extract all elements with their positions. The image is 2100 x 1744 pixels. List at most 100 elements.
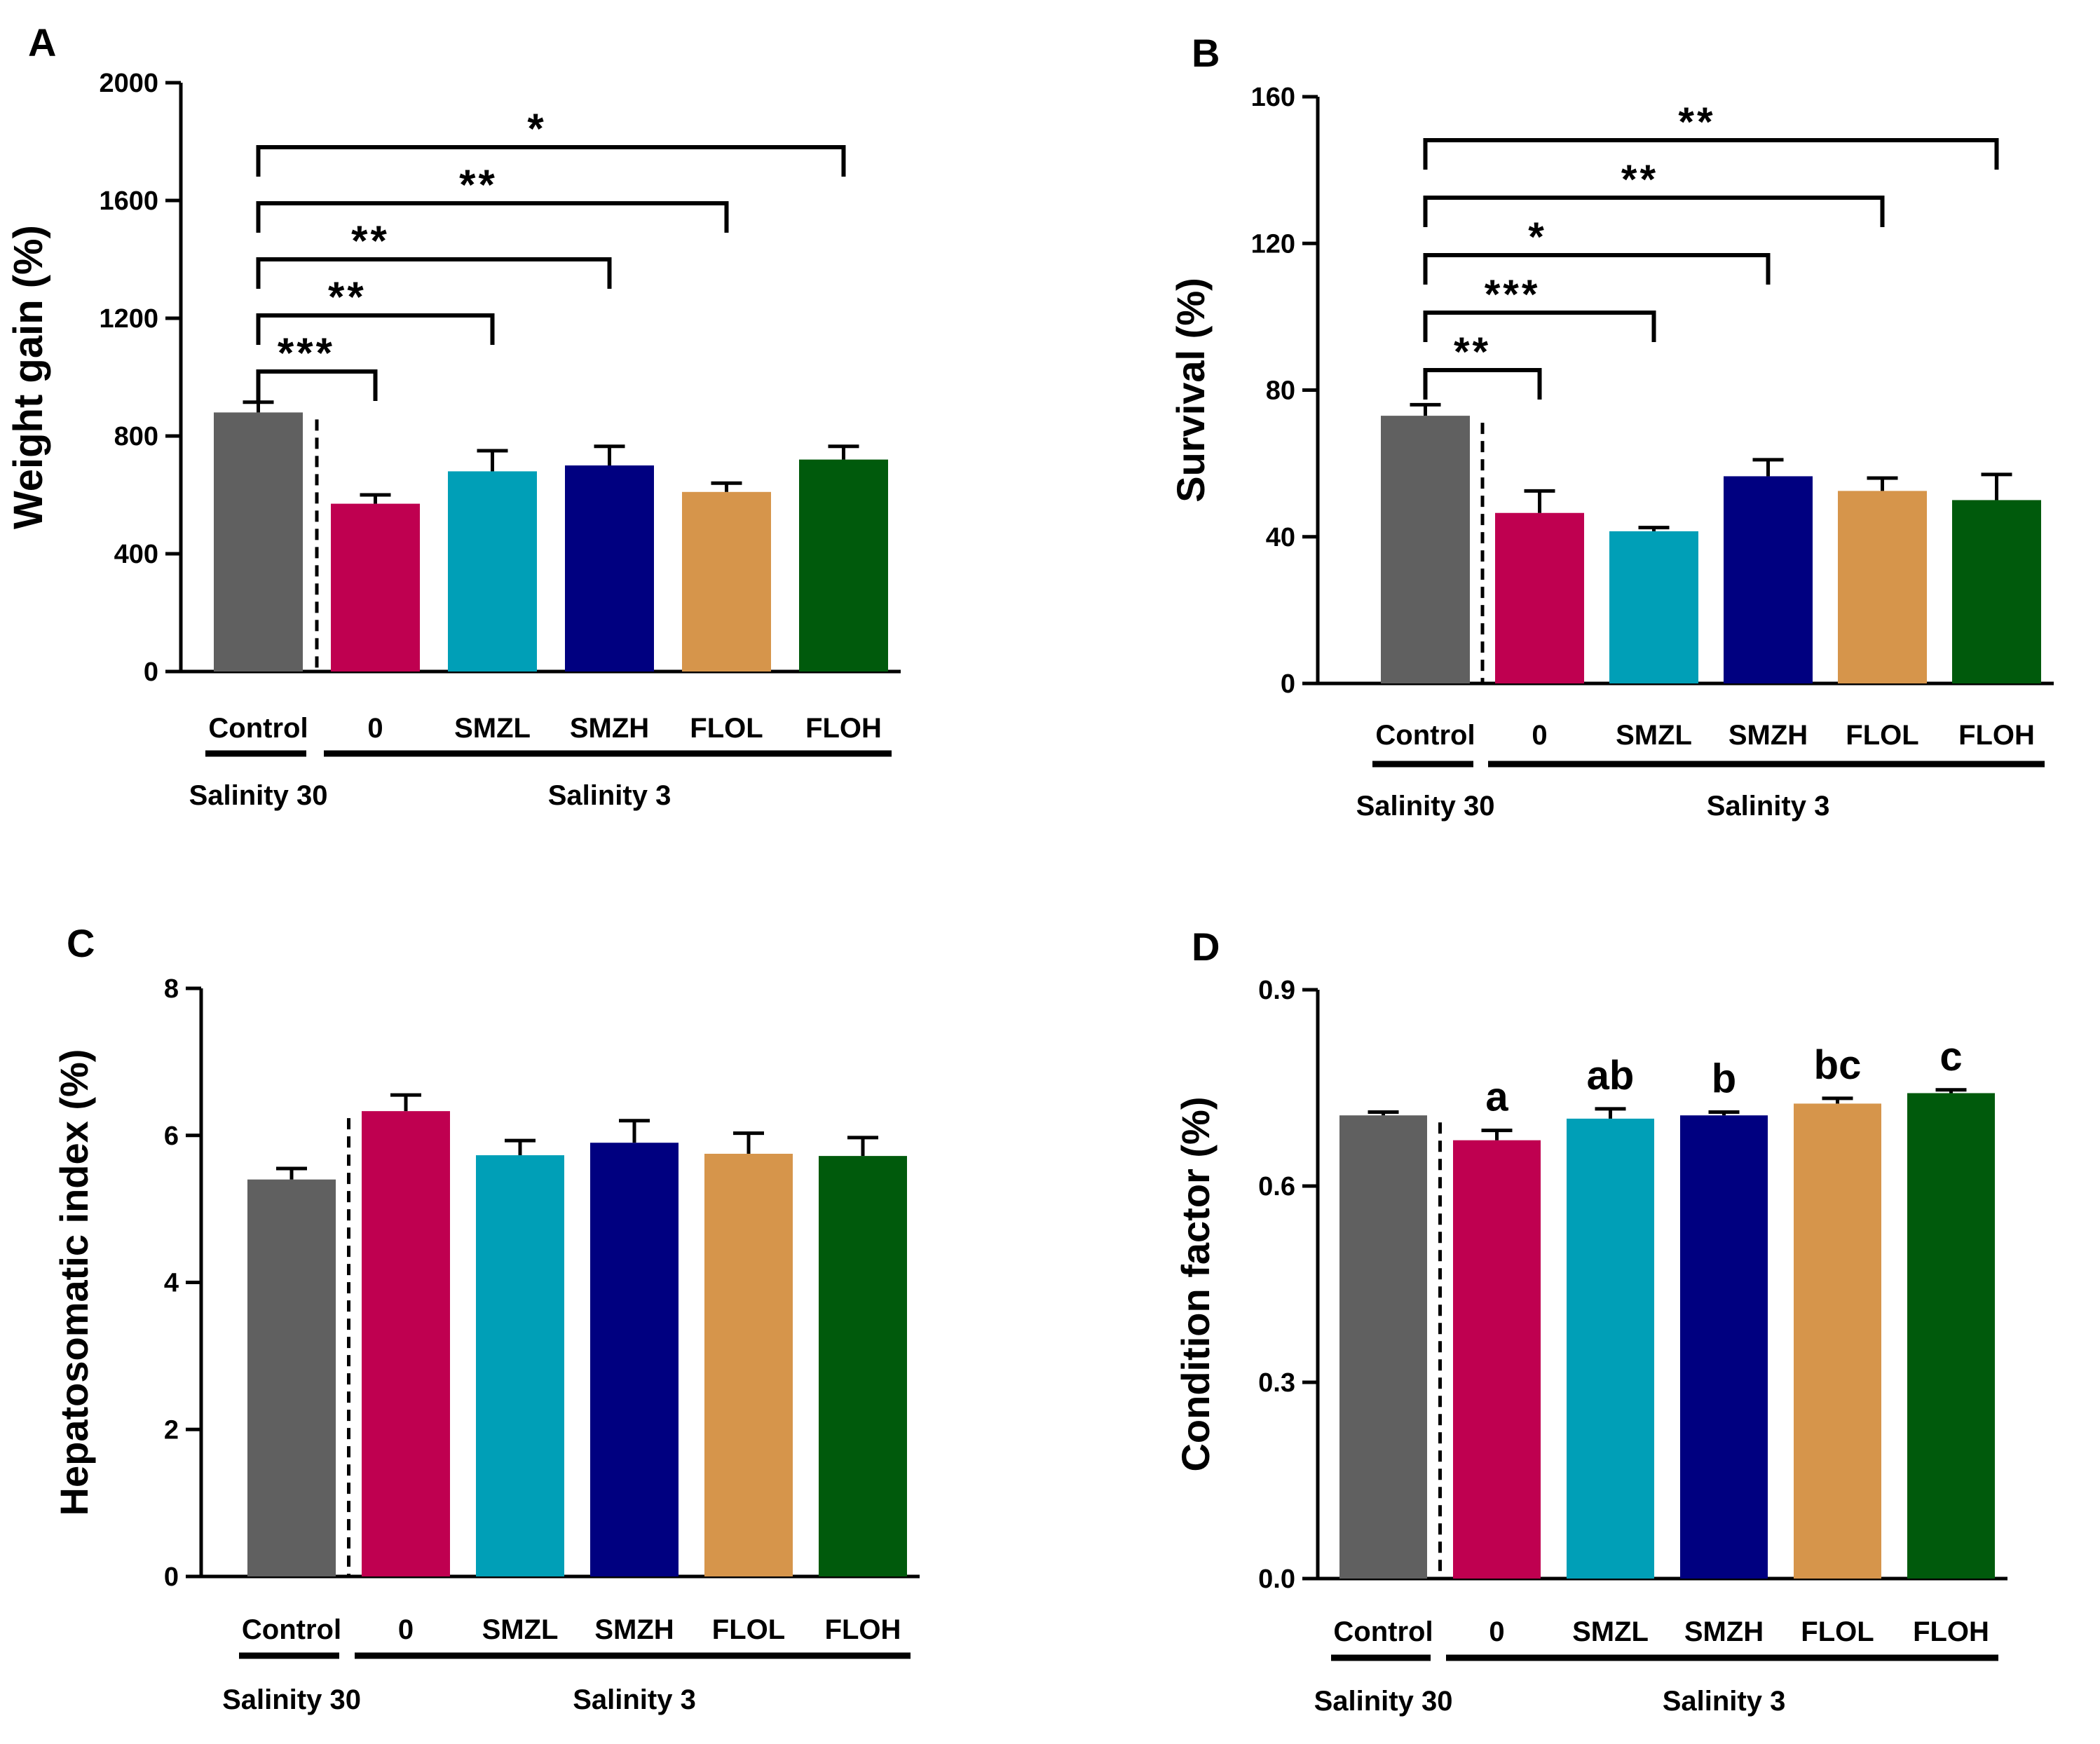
significance-letter: b: [1712, 1056, 1736, 1102]
bar-0: [1495, 512, 1584, 683]
bar-SMZL: [476, 1155, 564, 1576]
bar-SMZH: [565, 465, 654, 672]
panel-D: D 0.0 0.3 0.6 0.9 Condition factor (%) Control…: [1173, 925, 2007, 1717]
bar-SMZL: [448, 471, 537, 672]
y-tick-label: 0: [164, 1562, 179, 1592]
y-tick-label: 120: [1251, 229, 1295, 259]
significance-letter: ab: [1587, 1053, 1635, 1098]
group-label: Salinity 30: [189, 780, 328, 811]
category-label: 0: [367, 713, 383, 744]
bar-0: [362, 1111, 450, 1576]
panel-letter: D: [1192, 925, 1220, 969]
y-tick-label: 1200: [99, 304, 158, 334]
bar-Control: [214, 412, 303, 672]
significance-stars: **: [459, 161, 498, 208]
significance-bracket: [1423, 368, 1542, 400]
category-label: FLOL: [712, 1614, 785, 1645]
category-label: Control: [242, 1614, 341, 1645]
category-label: SMZL: [1616, 720, 1692, 751]
bar-FLOH: [1907, 1093, 1995, 1579]
significance-bracket: [1423, 138, 1999, 170]
category-label: FLOH: [1958, 720, 2035, 751]
significance-stars: *: [1528, 214, 1547, 260]
significance-stars: *: [527, 105, 546, 152]
y-axis-label: Condition factor (%): [1173, 1096, 1218, 1471]
panel-A: A 0 400 800 1200 1600 2000 Weight gain (%) Contr…: [6, 20, 901, 811]
category-label: FLOH: [1913, 1616, 1989, 1647]
category-label: SMZH: [594, 1614, 674, 1645]
category-label: SMZH: [1684, 1616, 1764, 1647]
y-tick-label: 0: [144, 658, 158, 687]
significance-bracket: [1423, 253, 1771, 285]
y-tick-label: 160: [1251, 83, 1295, 112]
y-tick-label: 40: [1266, 523, 1295, 552]
category-label: FLOL: [1801, 1616, 1874, 1647]
bar-SMZH: [1724, 476, 1813, 683]
bar-Control: [1339, 1115, 1427, 1579]
bar-FLOL: [704, 1153, 793, 1576]
significance-stars: **: [1454, 329, 1491, 375]
y-axis-label: Weight gain (%): [6, 225, 51, 529]
y-tick-label: 800: [114, 422, 158, 451]
category-label: SMZL: [482, 1614, 559, 1645]
group-label: Salinity 30: [1356, 791, 1495, 822]
panel-C: C 0 2 4 6 8 Hepatosomatic index (%) Control 0 SMZ…: [52, 921, 920, 1715]
group-label: Salinity 3: [1707, 791, 1830, 822]
category-label: SMZH: [570, 713, 649, 744]
significance-stars: **: [351, 217, 390, 264]
significance-bracket: [256, 313, 495, 345]
y-tick-label: 0.0: [1258, 1565, 1295, 1594]
group-label: Salinity 30: [1314, 1686, 1453, 1717]
bar-FLOH: [799, 459, 888, 672]
category-label: FLOH: [825, 1614, 901, 1645]
significance-stars: ***: [278, 329, 335, 376]
bar-FLOH: [1952, 500, 2041, 683]
y-tick-label: 1600: [99, 186, 158, 216]
panel-B: B 0 40 80 120 160 Survival (%) Control 0 SMZL SMZH…: [1168, 31, 2054, 822]
group-label: Salinity 30: [222, 1684, 361, 1715]
bar-FLOL: [682, 491, 771, 672]
bar-Control: [1381, 416, 1470, 683]
y-tick-label: 0.6: [1258, 1172, 1295, 1201]
y-tick-label: 400: [114, 540, 158, 569]
y-tick-label: 0.3: [1258, 1368, 1295, 1398]
significance-bracket: [1423, 196, 1885, 227]
category-label: SMZL: [454, 713, 531, 744]
panel-letter: A: [28, 20, 56, 64]
significance-bracket: [256, 369, 378, 401]
y-tick-label: 0: [1281, 669, 1295, 699]
significance-bracket: [1423, 311, 1656, 342]
bar-FLOL: [1838, 491, 1927, 683]
y-axis-label: Hepatosomatic index (%): [52, 1049, 96, 1516]
significance-stars: ***: [1485, 272, 1541, 318]
group-label: Salinity 3: [573, 1684, 696, 1715]
y-tick-label: 2000: [99, 69, 158, 98]
category-label: Control: [1333, 1616, 1433, 1647]
category-label: FLOL: [690, 713, 763, 744]
category-label: FLOL: [1846, 720, 1918, 751]
significance-letter: bc: [1814, 1042, 1862, 1088]
bar-SMZL: [1609, 531, 1698, 683]
y-axis-label: Survival (%): [1168, 278, 1213, 503]
bar-SMZH: [590, 1143, 679, 1576]
category-label: 0: [1489, 1616, 1504, 1647]
y-tick-label: 6: [164, 1122, 179, 1151]
bar-0: [331, 503, 420, 672]
bar-SMZL: [1567, 1118, 1654, 1579]
panel-letter: B: [1192, 31, 1220, 75]
bar-FLOH: [819, 1156, 907, 1576]
significance-stars: **: [1678, 100, 1715, 145]
category-label: SMZH: [1729, 720, 1808, 751]
category-label: 0: [1532, 720, 1547, 751]
y-tick-label: 80: [1266, 376, 1295, 406]
significance-stars: **: [328, 273, 367, 320]
category-label: Control: [1375, 720, 1475, 751]
bar-Control: [247, 1179, 336, 1576]
significance-bracket: [256, 201, 729, 233]
significance-stars: **: [1621, 157, 1658, 203]
group-label: Salinity 3: [1663, 1686, 1786, 1717]
category-label: 0: [398, 1614, 414, 1645]
y-tick-label: 0.9: [1258, 976, 1295, 1005]
y-tick-label: 8: [164, 974, 179, 1004]
